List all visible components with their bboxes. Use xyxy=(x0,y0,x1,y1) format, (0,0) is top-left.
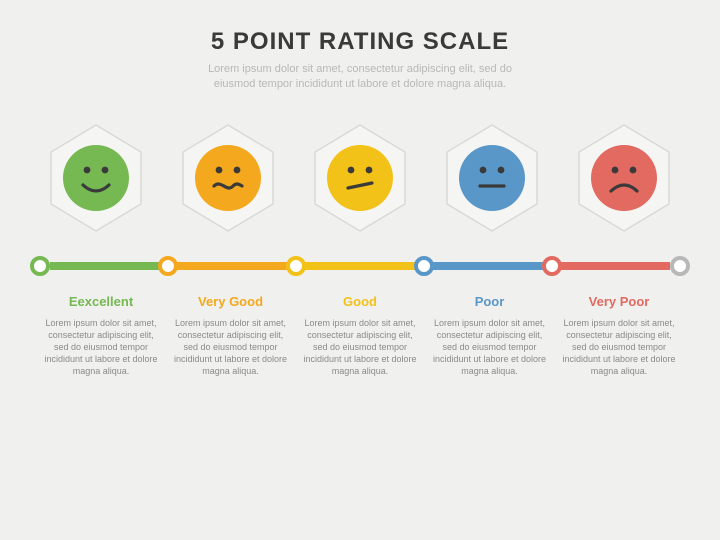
face-icon xyxy=(459,145,525,211)
hexagon xyxy=(46,122,146,234)
rating-column-1: Very Good Lorem ipsum dolor sit amet, con… xyxy=(170,294,292,378)
timeline xyxy=(30,256,690,276)
rating-label: Very Poor xyxy=(558,294,680,309)
rating-description: Lorem ipsum dolor sit amet, consectetur … xyxy=(558,317,680,378)
rating-description: Lorem ipsum dolor sit amet, consectetur … xyxy=(299,317,421,378)
face-icon xyxy=(195,145,261,211)
rating-column-2: Good Lorem ipsum dolor sit amet, consecte… xyxy=(299,294,421,378)
timeline-dot xyxy=(414,256,434,276)
timeline-dot xyxy=(542,256,562,276)
timeline-dots xyxy=(40,256,680,276)
rating-label: Eexcellent xyxy=(40,294,162,309)
rating-face-4 xyxy=(568,122,680,234)
page-subtitle: Lorem ipsum dolor sit amet, consectetur … xyxy=(30,62,690,92)
rating-column-3: Poor Lorem ipsum dolor sit amet, consecte… xyxy=(429,294,551,378)
rating-label: Very Good xyxy=(170,294,292,309)
face-icon xyxy=(63,145,129,211)
rating-description: Lorem ipsum dolor sit amet, consectetur … xyxy=(40,317,162,378)
face-icon xyxy=(327,145,393,211)
rating-label: Good xyxy=(299,294,421,309)
faces-row xyxy=(30,122,690,234)
timeline-dot xyxy=(670,256,690,276)
rating-description: Lorem ipsum dolor sit amet, consectetur … xyxy=(429,317,551,378)
rating-face-1 xyxy=(172,122,284,234)
rating-column-0: Eexcellent Lorem ipsum dolor sit amet, co… xyxy=(40,294,162,378)
hexagon xyxy=(442,122,542,234)
rating-face-0 xyxy=(40,122,152,234)
hexagon xyxy=(574,122,674,234)
timeline-dot xyxy=(158,256,178,276)
labels-row: Eexcellent Lorem ipsum dolor sit amet, co… xyxy=(30,294,690,378)
timeline-dot xyxy=(286,256,306,276)
rating-description: Lorem ipsum dolor sit amet, consectetur … xyxy=(170,317,292,378)
rating-face-2 xyxy=(304,122,416,234)
face-icon xyxy=(591,145,657,211)
timeline-dot xyxy=(30,256,50,276)
hexagon xyxy=(178,122,278,234)
rating-scale-infographic: 5 POINT RATING SCALE Lorem ipsum dolor s… xyxy=(0,0,720,540)
hexagon xyxy=(310,122,410,234)
rating-column-4: Very Poor Lorem ipsum dolor sit amet, con… xyxy=(558,294,680,378)
rating-face-3 xyxy=(436,122,548,234)
rating-label: Poor xyxy=(429,294,551,309)
page-title: 5 POINT RATING SCALE xyxy=(30,28,690,56)
